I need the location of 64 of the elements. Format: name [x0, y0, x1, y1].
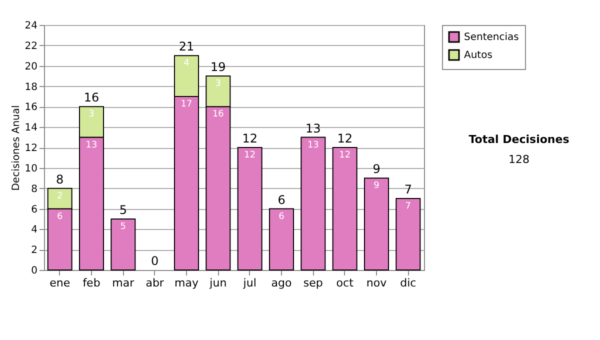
bar — [110, 218, 136, 270]
bar — [364, 178, 389, 270]
x-tick-label: ago — [271, 276, 292, 290]
data-label: 3 — [215, 79, 222, 90]
text: Total Decisiones — [468, 133, 570, 146]
x-tick-label: nov — [366, 276, 388, 290]
bar — [237, 147, 262, 270]
total-label: 7 — [404, 182, 412, 197]
total-label: 19 — [210, 60, 226, 74]
x-tick-label: ene — [50, 276, 70, 290]
data-label: 16 — [212, 110, 224, 120]
total-label: 16 — [84, 90, 100, 105]
data-label: 4 — [184, 58, 190, 69]
x-tick-label: oct — [336, 276, 354, 290]
x-tick-label: abr — [146, 276, 164, 290]
total-label: 8 — [56, 172, 64, 186]
data-label: 9 — [374, 181, 380, 192]
total-label: 12 — [337, 132, 352, 146]
y-tick-label: 8 — [31, 184, 38, 195]
total-label: 13 — [306, 121, 321, 136]
total-label: 0 — [151, 254, 159, 268]
total-label: 6 — [278, 192, 286, 207]
data-label: 12 — [244, 150, 256, 160]
legend-label: Autos — [464, 50, 492, 61]
y-tick-label: 22 — [24, 40, 38, 52]
bar — [269, 208, 294, 270]
data-label: 3 — [88, 110, 94, 120]
y-tick-label: 24 — [24, 20, 38, 32]
x-tick-label: feb — [82, 276, 100, 290]
x-tick-label: dic — [400, 276, 416, 290]
total-label: 5 — [119, 202, 127, 217]
bar — [396, 198, 421, 270]
total-label: 21 — [178, 40, 194, 54]
data-label: 17 — [180, 99, 192, 110]
data-label: 5 — [120, 222, 126, 232]
x-tick-label: jun — [208, 276, 227, 290]
y-tick-label: 14 — [24, 122, 38, 134]
y-tick-label: 10 — [24, 163, 38, 174]
y-tick-label: 16 — [24, 102, 38, 114]
data-label: 6 — [278, 212, 285, 222]
x-tick-label: jul — [242, 276, 256, 290]
data-label: 2 — [56, 191, 63, 202]
data-label: 6 — [56, 212, 63, 222]
total-label: 12 — [242, 132, 258, 146]
data-label: 7 — [405, 202, 412, 212]
data-label: 13 — [307, 140, 319, 150]
y-tick-label: 20 — [24, 61, 38, 72]
y-tick-label: 2 — [31, 245, 38, 256]
y-tick-label: 18 — [24, 82, 38, 93]
y-axis-title: Decisiones Anual — [10, 105, 22, 191]
legend-label: Sentencias — [464, 32, 519, 43]
x-tick-label: sep — [303, 276, 323, 290]
y-tick-label: 6 — [31, 204, 38, 216]
data-label: 12 — [339, 150, 351, 160]
y-tick-label: 4 — [31, 224, 38, 236]
bar — [300, 136, 326, 270]
y-tick-label: 12 — [24, 143, 38, 154]
y-tick-label: 0 — [31, 266, 38, 276]
x-tick-label: mar — [112, 276, 135, 290]
bar — [332, 147, 358, 270]
data-label: 13 — [86, 140, 98, 150]
x-tick-label: may — [174, 276, 199, 290]
text: 128 — [508, 153, 530, 166]
total-label: 9 — [372, 162, 380, 176]
